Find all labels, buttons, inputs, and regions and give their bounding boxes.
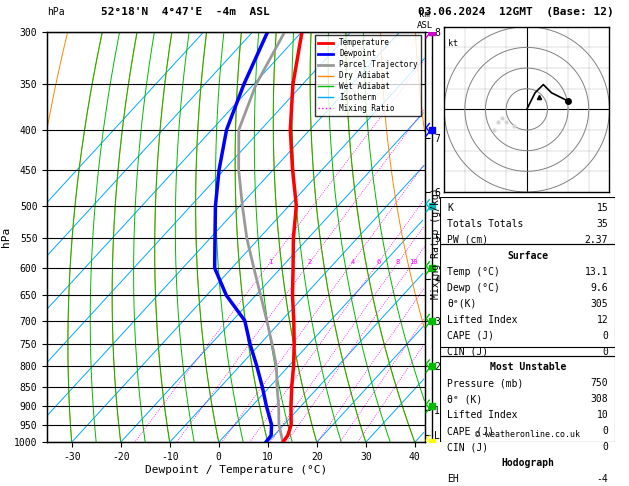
Text: 6: 6: [377, 260, 381, 265]
Text: 0: 0: [603, 442, 608, 452]
X-axis label: Dewpoint / Temperature (°C): Dewpoint / Temperature (°C): [145, 465, 327, 475]
Text: 13.1: 13.1: [585, 267, 608, 277]
Text: Surface: Surface: [507, 251, 548, 261]
Text: 10: 10: [596, 410, 608, 420]
Text: 2.37: 2.37: [585, 235, 608, 245]
Text: km
ASL: km ASL: [416, 10, 433, 30]
Text: kt: kt: [448, 39, 459, 48]
Text: 750: 750: [591, 379, 608, 388]
Text: 15: 15: [596, 203, 608, 213]
Legend: Temperature, Dewpoint, Parcel Trajectory, Dry Adiabat, Wet Adiabat, Isotherm, Mi: Temperature, Dewpoint, Parcel Trajectory…: [314, 35, 421, 116]
Text: 10: 10: [409, 260, 418, 265]
Text: 9.6: 9.6: [591, 283, 608, 293]
Text: 52°18'N  4°47'E  -4m  ASL: 52°18'N 4°47'E -4m ASL: [101, 7, 269, 17]
Text: Mixing Ratio (g/kg): Mixing Ratio (g/kg): [431, 187, 441, 299]
Text: 0: 0: [603, 347, 608, 357]
Text: θᵉ(K): θᵉ(K): [447, 299, 477, 309]
Bar: [440, 356, 615, 442]
Text: 2: 2: [308, 260, 312, 265]
Text: K: K: [447, 203, 453, 213]
Text: 1: 1: [268, 260, 272, 265]
Text: Pressure (mb): Pressure (mb): [447, 379, 524, 388]
Text: 4: 4: [350, 260, 355, 265]
Y-axis label: hPa: hPa: [1, 227, 11, 247]
Bar: [440, 452, 615, 486]
Text: 0: 0: [603, 330, 608, 341]
Text: CAPE (J): CAPE (J): [447, 426, 494, 436]
Text: 03.06.2024  12GMT  (Base: 12): 03.06.2024 12GMT (Base: 12): [418, 7, 614, 17]
Text: hPa: hPa: [47, 7, 65, 17]
Text: 308: 308: [591, 395, 608, 404]
Bar: [440, 244, 615, 347]
Text: Totals Totals: Totals Totals: [447, 219, 524, 229]
Text: CIN (J): CIN (J): [447, 442, 489, 452]
Text: CAPE (J): CAPE (J): [447, 330, 494, 341]
Text: 8: 8: [396, 260, 400, 265]
Text: 35: 35: [596, 219, 608, 229]
Text: Most Unstable: Most Unstable: [489, 363, 566, 372]
Text: EH: EH: [447, 474, 459, 484]
Text: Lifted Index: Lifted Index: [447, 314, 518, 325]
Text: Lifted Index: Lifted Index: [447, 410, 518, 420]
Text: 12: 12: [596, 314, 608, 325]
Text: Dewp (°C): Dewp (°C): [447, 283, 500, 293]
Text: PW (cm): PW (cm): [447, 235, 489, 245]
Text: 0: 0: [603, 426, 608, 436]
Text: Temp (°C): Temp (°C): [447, 267, 500, 277]
Text: 305: 305: [591, 299, 608, 309]
Text: -4: -4: [596, 474, 608, 484]
Text: θᵉ (K): θᵉ (K): [447, 395, 482, 404]
Text: Hodograph: Hodograph: [501, 458, 554, 468]
Text: © weatheronline.co.uk: © weatheronline.co.uk: [476, 430, 580, 438]
Text: CIN (J): CIN (J): [447, 347, 489, 357]
